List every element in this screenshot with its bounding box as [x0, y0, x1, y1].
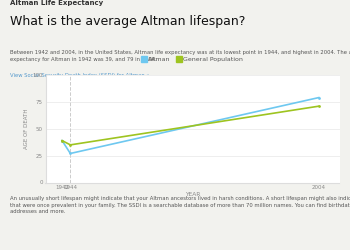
Text: An unusually short lifespan might indicate that your Altman ancestors lived in h: An unusually short lifespan might indica…	[10, 196, 350, 214]
Text: What is the average Altman lifespan?: What is the average Altman lifespan?	[10, 15, 246, 28]
Legend: Altman, General Population: Altman, General Population	[139, 54, 246, 65]
Text: Altman Life Expectancy: Altman Life Expectancy	[10, 0, 104, 6]
Y-axis label: AGE OF DEATH: AGE OF DEATH	[25, 108, 29, 149]
Text: View Social Security Death Index (SSDI) for Altman »: View Social Security Death Index (SSDI) …	[10, 73, 150, 78]
X-axis label: YEAR: YEAR	[185, 192, 200, 197]
Text: Between 1942 and 2004, in the United States, Altman life expectancy was at its l: Between 1942 and 2004, in the United Sta…	[10, 50, 350, 62]
